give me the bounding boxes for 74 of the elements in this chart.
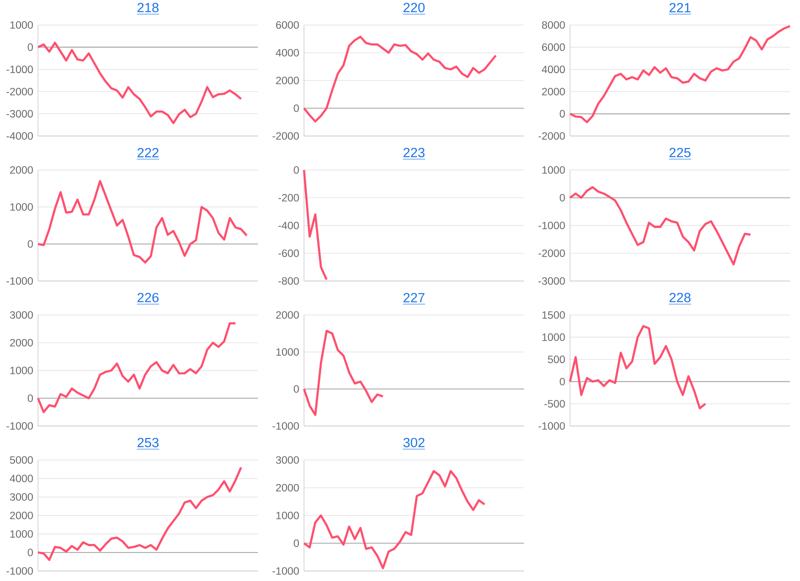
y-tick-label: 0 <box>28 240 33 248</box>
y-tick-label: 0 <box>28 43 33 51</box>
y-tick-label: 3000 <box>10 311 33 319</box>
y-tick-label: 6000 <box>276 21 299 29</box>
y-tick-label: -3000 <box>6 110 33 118</box>
y-tick-label: -1000 <box>538 422 565 430</box>
chart-title: 228 <box>670 292 691 302</box>
y-tick-label: 4000 <box>542 66 565 74</box>
y-tick-label: 0 <box>28 394 33 402</box>
chart-title: 227 <box>404 292 424 302</box>
y-tick-label: 3000 <box>276 456 299 464</box>
chart-title: 253 <box>138 438 159 448</box>
y-tick-label: 4000 <box>276 48 299 57</box>
y-tick-label: 500 <box>548 356 565 364</box>
y-tick-label: -400 <box>278 222 299 230</box>
y-tick-label: 1000 <box>10 530 33 538</box>
y-tick-label: -1000 <box>272 567 299 575</box>
y-tick-label: -500 <box>544 400 565 408</box>
y-tick-label: 2000 <box>10 512 33 520</box>
chart-title: 218 <box>138 2 159 12</box>
y-tick-label: 1000 <box>542 166 565 174</box>
y-tick-label: 0 <box>560 378 565 386</box>
y-tick-label: 1000 <box>542 333 565 341</box>
chart-title: 221 <box>670 2 690 12</box>
line-series <box>36 322 237 414</box>
line-series <box>36 466 242 561</box>
line-series <box>568 325 706 410</box>
y-tick-label: -1000 <box>6 66 33 74</box>
chart-title: 222 <box>138 148 158 158</box>
y-tick-label: 0 <box>294 539 299 548</box>
y-tick-label: -2000 <box>272 132 299 140</box>
chart-title: 226 <box>138 292 159 302</box>
y-tick-label: -3000 <box>538 277 565 285</box>
chart-title: 223 <box>404 148 425 158</box>
y-tick-label: -800 <box>278 277 299 285</box>
y-tick-label: 2000 <box>276 484 299 492</box>
y-tick-label: 1500 <box>542 311 565 319</box>
y-tick-label: 4000 <box>10 474 33 482</box>
y-tick-label: 0 <box>294 166 299 174</box>
y-tick-label: 6000 <box>542 43 565 51</box>
y-tick-label: -600 <box>278 249 299 258</box>
y-tick-label: 0 <box>560 194 565 202</box>
y-tick-label: 0 <box>294 104 299 112</box>
y-tick-label: 0 <box>294 385 299 393</box>
chart-title: 220 <box>404 2 425 12</box>
line-series <box>302 470 486 570</box>
chart-title: 225 <box>670 148 691 158</box>
y-tick-label: 3000 <box>10 493 33 501</box>
y-tick-label: 2000 <box>276 76 299 84</box>
y-tick-label: -1000 <box>272 422 299 430</box>
y-tick-label: -1000 <box>538 222 565 230</box>
y-tick-label: 2000 <box>10 166 33 174</box>
y-tick-label: -2000 <box>538 249 565 258</box>
y-tick-label: -1000 <box>6 567 33 575</box>
y-tick-label: 0 <box>560 110 565 118</box>
y-tick-label: -2000 <box>538 132 565 140</box>
y-tick-label: -1000 <box>6 277 33 285</box>
y-tick-label: 0 <box>28 548 33 556</box>
chart-title: 302 <box>403 438 424 448</box>
y-tick-label: 1000 <box>10 21 33 29</box>
y-tick-label: 1000 <box>10 366 33 374</box>
y-tick-label: 2000 <box>276 311 299 319</box>
y-tick-label: 1000 <box>276 348 299 356</box>
y-tick-label: 5000 <box>10 456 33 464</box>
y-tick-label: -1000 <box>6 422 33 430</box>
y-tick-label: 2000 <box>542 88 565 96</box>
y-tick-label: -4000 <box>6 132 33 140</box>
y-tick-label: 1000 <box>10 203 33 211</box>
line-series <box>302 330 384 416</box>
y-tick-label: 1000 <box>276 512 299 520</box>
y-tick-label: -200 <box>278 194 299 202</box>
y-tick-label: -2000 <box>6 88 33 96</box>
y-tick-label: 2000 <box>10 338 33 347</box>
y-tick-label: 8000 <box>542 21 565 29</box>
